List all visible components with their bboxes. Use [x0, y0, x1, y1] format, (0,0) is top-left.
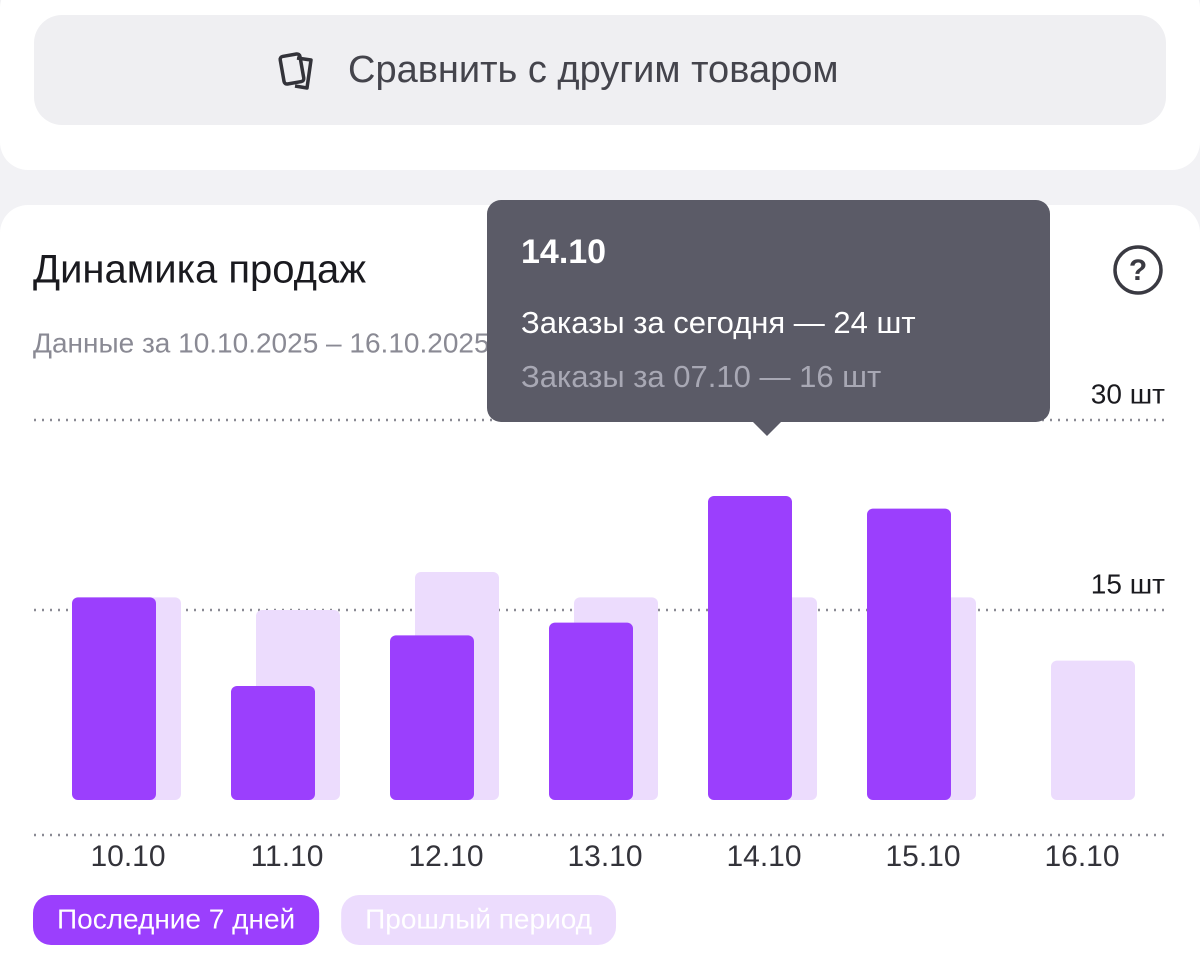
- compare-icon: [278, 52, 313, 90]
- chart-title: Динамика продаж: [33, 248, 366, 292]
- plot: 15 шт 30 шт 10.10 11.10 12.10 13.10 14.10 15.10…: [34, 378, 1166, 873]
- legend-label: Последние 7 дней: [57, 903, 295, 934]
- y-tick-label: 15 шт: [1091, 568, 1165, 599]
- bar: [72, 597, 156, 800]
- tooltip-pointer: [753, 422, 781, 436]
- x-tick-label: 13.10: [567, 840, 642, 873]
- tooltip-date: 14.10: [521, 233, 606, 271]
- bar: [1051, 660, 1135, 800]
- tooltip-previous: Заказы за 07.10 — 16 шт: [521, 359, 881, 394]
- bar: [867, 508, 951, 800]
- legend-label: Прошлый период: [365, 903, 592, 934]
- tooltip: 14.10 Заказы за сегодня — 24 шт Заказы з…: [487, 200, 1050, 436]
- help-icon[interactable]: [1113, 245, 1163, 295]
- x-tick-label: 14.10: [726, 840, 801, 873]
- tooltip-current: Заказы за сегодня — 24 шт: [521, 305, 916, 340]
- bar: [231, 686, 315, 800]
- x-tick-label: 16.10: [1044, 840, 1119, 873]
- compare-button[interactable]: [34, 15, 1166, 125]
- bar: [390, 635, 474, 800]
- tooltip-box: [487, 200, 1050, 422]
- x-tick-label: 12.10: [408, 840, 483, 873]
- chart-subtitle: Данные за 10.10.2025 – 16.10.2025: [33, 327, 490, 358]
- y-tick-label: 30 шт: [1091, 378, 1165, 409]
- compare-label: Сравнить с другим товаром: [348, 49, 838, 91]
- x-tick-label: 10.10: [90, 840, 165, 873]
- x-tick-label: 11.10: [251, 840, 324, 873]
- bar: [708, 496, 792, 800]
- x-tick-label: 15.10: [885, 840, 960, 873]
- legend-pill: [341, 895, 617, 945]
- legend-item[interactable]: Прошлый период: [341, 895, 617, 945]
- bar: [549, 622, 633, 800]
- legend-item[interactable]: Последние 7 дней: [33, 895, 320, 945]
- legend-pill: [33, 895, 320, 945]
- help-icon-mark: ?: [1129, 254, 1147, 287]
